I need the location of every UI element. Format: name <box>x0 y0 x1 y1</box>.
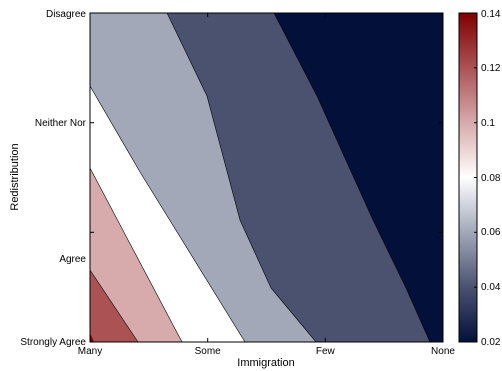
y-ticks <box>90 12 443 343</box>
colorbar-ticks <box>474 12 477 343</box>
colorbar-tick-label: 0.14 <box>481 9 501 20</box>
x-tick-label: Some <box>195 346 222 357</box>
contour-line-0.04 <box>273 13 431 342</box>
colorbar-tick-label: 0.06 <box>481 227 501 238</box>
contour-line-0.12 <box>90 269 139 342</box>
y-axis-title: Redistribution <box>9 143 21 210</box>
x-tick-label: None <box>431 346 455 357</box>
y-tick-label: Strongly Agree <box>20 337 86 348</box>
x-axis-title: Immigration <box>237 357 294 369</box>
y-tick-label: Disagree <box>46 9 86 20</box>
x-tick-label: Few <box>316 346 336 357</box>
plot-frame <box>89 12 444 343</box>
colorbar-tick-label: 0.08 <box>481 173 501 184</box>
plot-area <box>90 13 443 342</box>
contour-line-0.10 <box>90 167 183 342</box>
region-above-0.14 <box>90 333 94 342</box>
colorbar-tick-label: 0.1 <box>481 118 495 129</box>
colorbar-tick-label: 0.02 <box>481 337 501 348</box>
colorbar-tick-label: 0.04 <box>481 282 501 293</box>
x-ticks <box>89 13 444 342</box>
contour-line-0.06 <box>90 13 317 342</box>
contour-line-0.08 <box>90 85 246 342</box>
colorbar-tick-label: 0.12 <box>481 63 501 74</box>
x-tick-label: Many <box>78 346 102 357</box>
y-tick-label: Agree <box>59 254 86 265</box>
y-tick-label: Neither Nor <box>35 118 87 129</box>
